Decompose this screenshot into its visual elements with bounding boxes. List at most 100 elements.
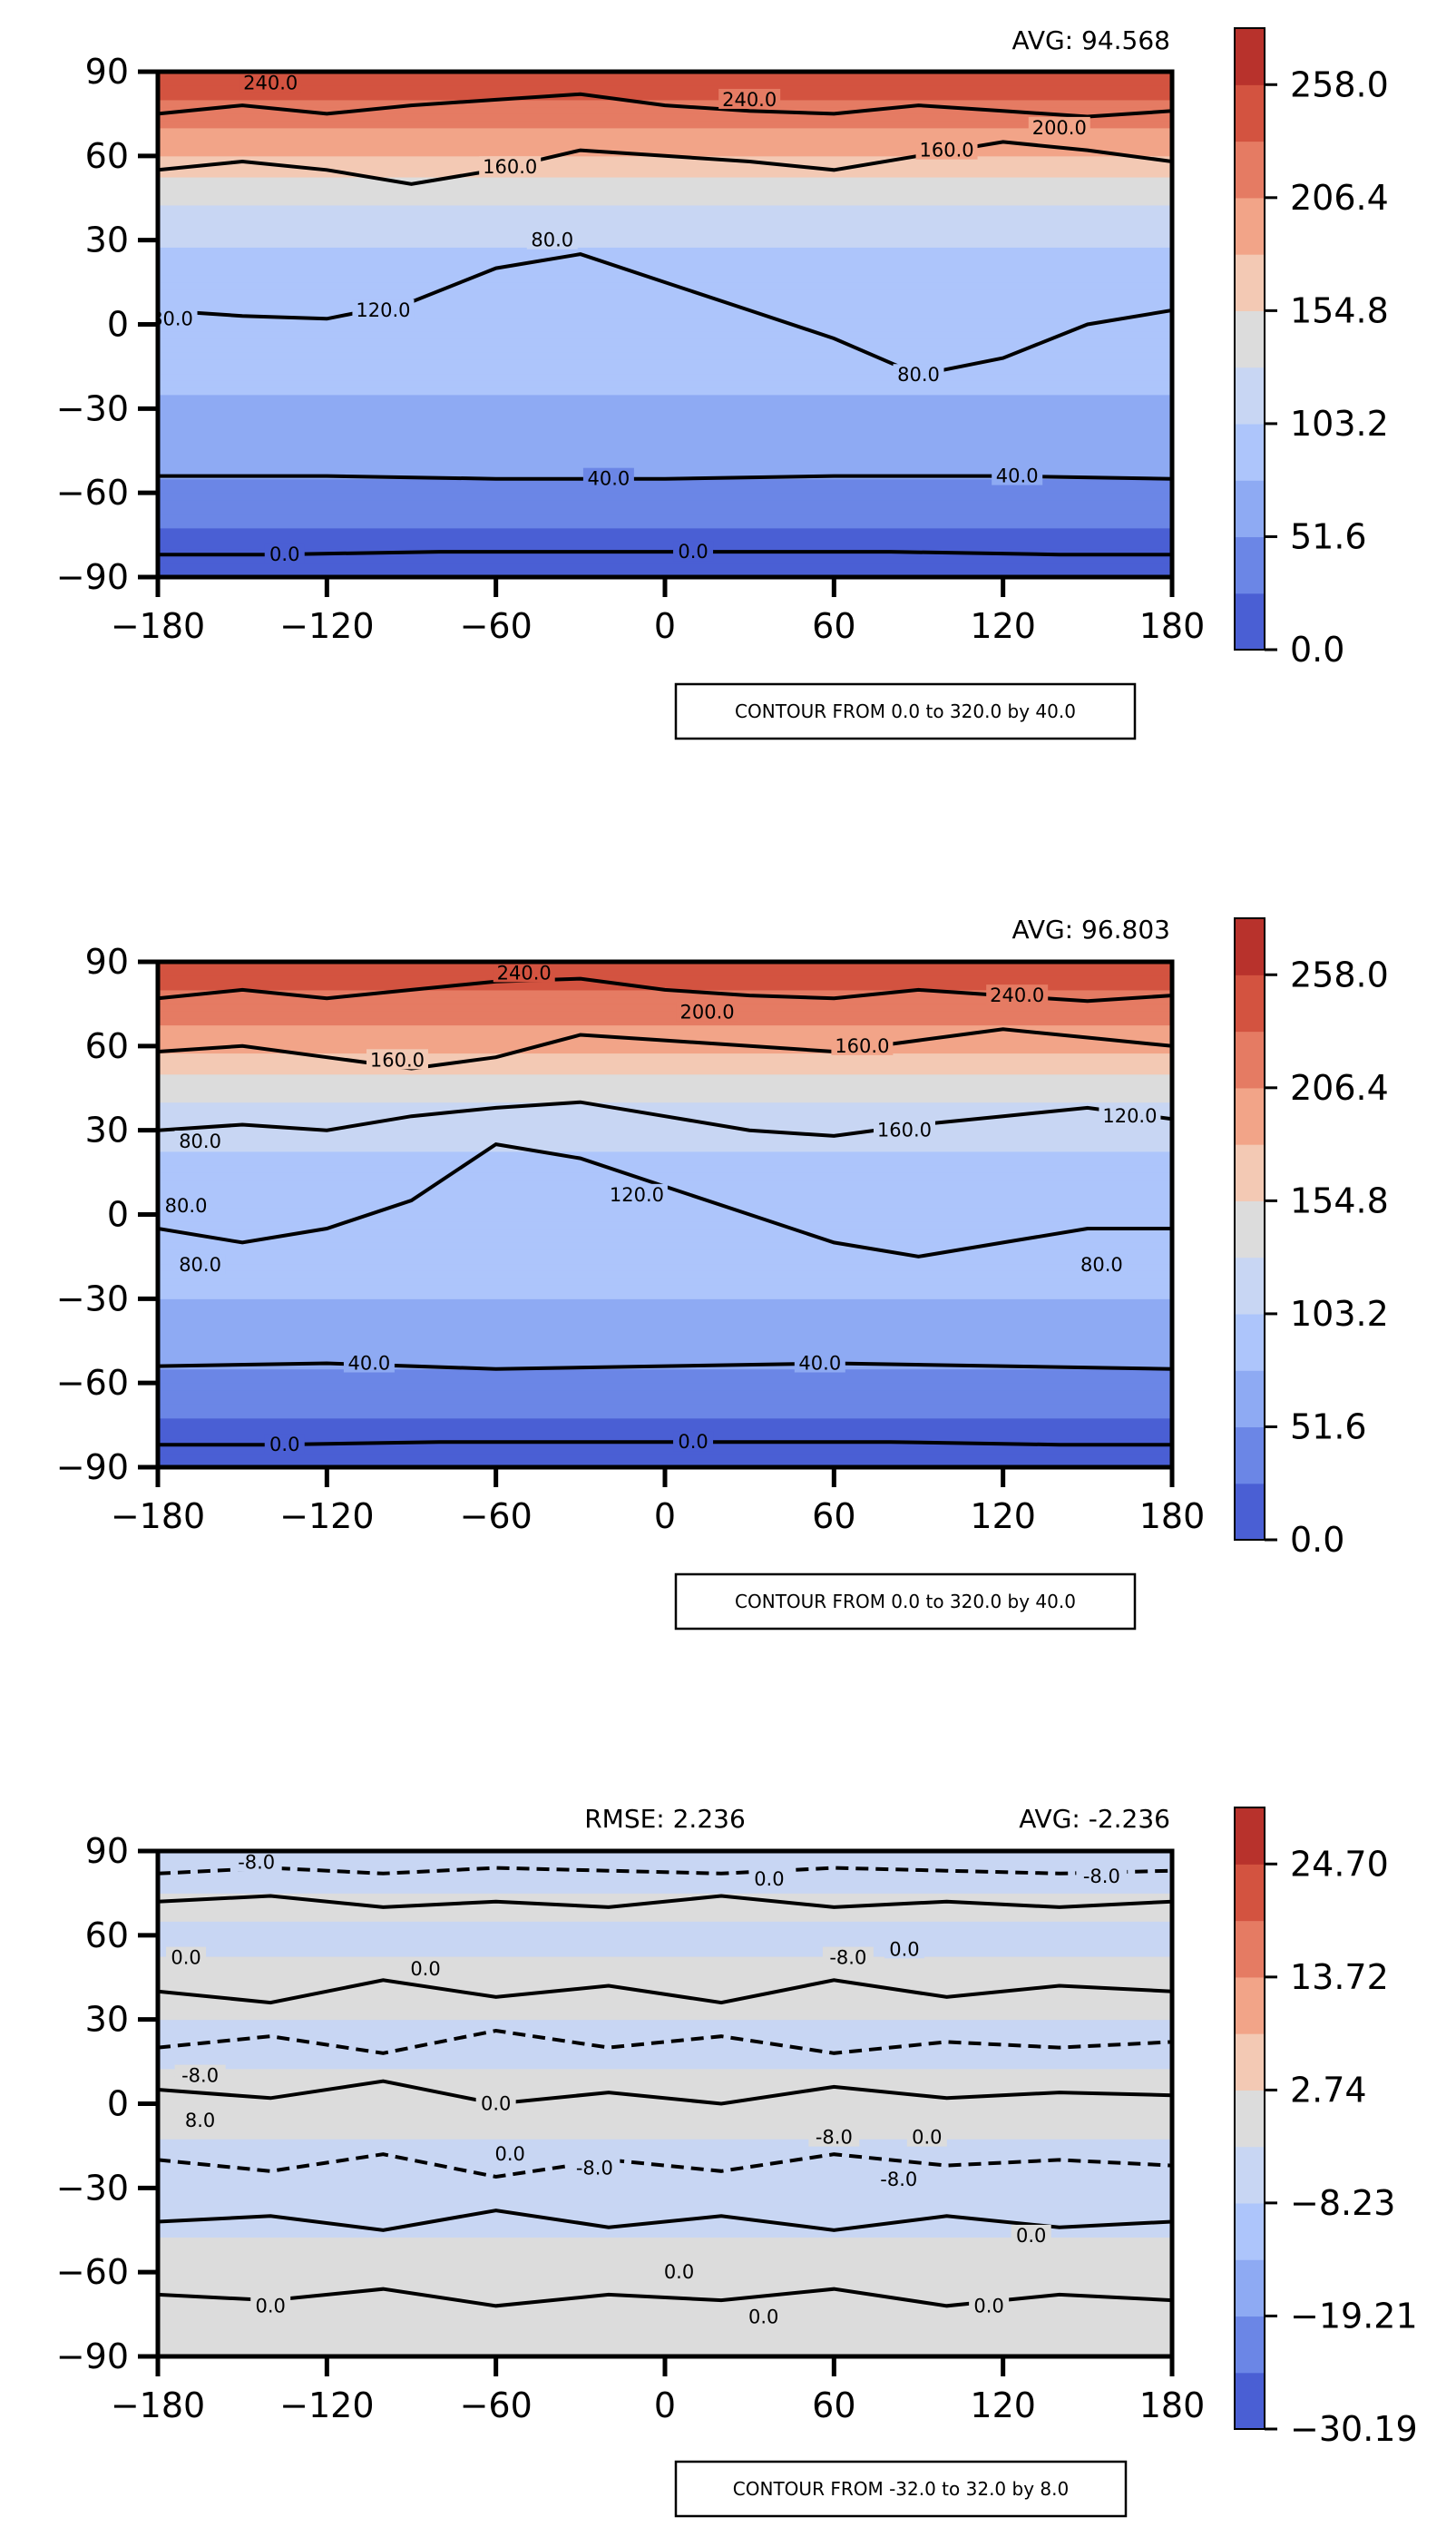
contour-label: 0.0 (664, 2261, 694, 2283)
y-tick-label: −90 (56, 2336, 129, 2376)
field-band (158, 197, 1172, 206)
field-band (158, 2286, 1172, 2294)
contour-label: -8.0 (816, 2127, 853, 2149)
field-band (158, 1948, 1172, 1957)
contour-label-bg (493, 962, 555, 983)
field-band (158, 1228, 1172, 1237)
field-band (158, 1053, 1172, 1061)
field-band (158, 2025, 1172, 2034)
colorbar (1234, 27, 1265, 651)
field-band (158, 2019, 1172, 2027)
field-band (158, 2103, 1172, 2111)
field-band (158, 1235, 1172, 1243)
field-band (158, 996, 1172, 1004)
contour-label-bg (1028, 116, 1090, 137)
field-band (158, 134, 1172, 142)
field-band (158, 155, 1172, 164)
y-tick-label: 90 (85, 52, 129, 92)
field-band (158, 72, 1172, 80)
contour-label: 160.0 (877, 1120, 932, 1141)
field-band (158, 176, 1172, 185)
field-band (158, 2307, 1172, 2316)
field-band (158, 387, 1172, 396)
field-band (158, 968, 1172, 976)
contour-label-bg (873, 1119, 935, 1140)
contour-line (158, 2152, 1172, 2179)
colorbar-tick-labels: 258.0 206.4 154.8 103.2 51.6 0.0 (1265, 955, 1389, 1560)
field-band (158, 1326, 1172, 1335)
field-band (158, 351, 1172, 360)
field-band (158, 429, 1172, 437)
contour-label-bg (676, 1001, 738, 1022)
field-band (158, 1459, 1172, 1467)
y-tick-label: 0 (107, 305, 129, 345)
colorbar-segment (1235, 1370, 1265, 1428)
field-band (158, 499, 1172, 508)
contour-label-bg (873, 2169, 924, 2189)
contour-lines (158, 1866, 1172, 2308)
field-band (158, 1010, 1172, 1019)
field-band (158, 506, 1172, 514)
contour-label: 40.0 (996, 465, 1039, 487)
colorbar-segment (1235, 918, 1265, 975)
x-tick-label: −180 (111, 606, 205, 646)
field-band (158, 253, 1172, 262)
field-band (158, 2053, 1172, 2062)
colorbar-segment (1235, 480, 1265, 538)
field-band (158, 2068, 1172, 2077)
colorbar-tick-labels: 258.0 206.4 154.8 103.2 51.6 0.0 (1265, 64, 1389, 670)
y-tick-label: 0 (107, 1195, 129, 1235)
contour-label-bg (174, 2064, 226, 2085)
field-band (158, 1122, 1172, 1131)
field-band (158, 1143, 1172, 1152)
field-band (158, 401, 1172, 409)
field-band (158, 274, 1172, 283)
field-band (158, 1207, 1172, 1215)
field-band (158, 338, 1172, 347)
field-band (158, 225, 1172, 234)
field-band (158, 2032, 1172, 2042)
colorbar-frame (1234, 27, 1265, 651)
y-tick-label: 90 (85, 1831, 129, 1871)
contour-label: 0.0 (256, 2295, 286, 2316)
colorbar-segment (1235, 2259, 1265, 2317)
contour-label: 240.0 (722, 89, 777, 111)
field-band (158, 2110, 1172, 2119)
contour-label: -8.0 (181, 2065, 219, 2087)
colorbar-segment (1235, 1920, 1265, 1978)
contour-label: 240.0 (243, 72, 298, 93)
field-band (158, 464, 1172, 473)
colorbar-segment (1235, 1257, 1265, 1315)
map-panel-1: 240.0 240.0 200.0 160.0 160.0 80.0 120.0 80.0 80… (56, 25, 1389, 740)
contour-label: 0.0 (678, 541, 708, 563)
avg-label: AVG: 94.568 (1011, 25, 1170, 55)
contour-line (158, 2079, 1172, 2106)
field-band (158, 2061, 1172, 2070)
field-band (158, 1892, 1172, 1901)
field-band (158, 330, 1172, 339)
colorbar-segment (1235, 310, 1265, 368)
contour-labels: -8.0 0.0 -8.0 0.0 0.0 -8.0 0.0 -8.0 8.0 0.0 -8.0 0.… (166, 1851, 1128, 2328)
contour-label: -8.0 (576, 2158, 613, 2179)
field-band (158, 211, 1172, 220)
field-band (158, 1319, 1172, 1327)
field-band (158, 2243, 1172, 2252)
field-band (158, 1963, 1172, 1972)
field-band (158, 541, 1172, 550)
contour-label-bg (893, 364, 944, 385)
field-bands (158, 72, 1172, 577)
colorbar-segment (1235, 28, 1265, 85)
field-band (158, 1857, 1172, 1866)
field-band (158, 120, 1172, 129)
colorbar-segment (1235, 2033, 1265, 2091)
field-band (158, 1081, 1172, 1089)
contour-labels: 240.0 240.0 200.0 160.0 160.0 80.0 120.0 80.0 80… (158, 72, 1090, 565)
colorbar-segment (1235, 1976, 1265, 2034)
colorbar (1234, 1807, 1265, 2430)
contour-label-bg (479, 156, 542, 177)
field-band (158, 1864, 1172, 1873)
y-tick-label: 60 (85, 1026, 129, 1066)
contour-label: 80.0 (179, 1131, 221, 1152)
contour-label: 8.0 (185, 2110, 215, 2131)
